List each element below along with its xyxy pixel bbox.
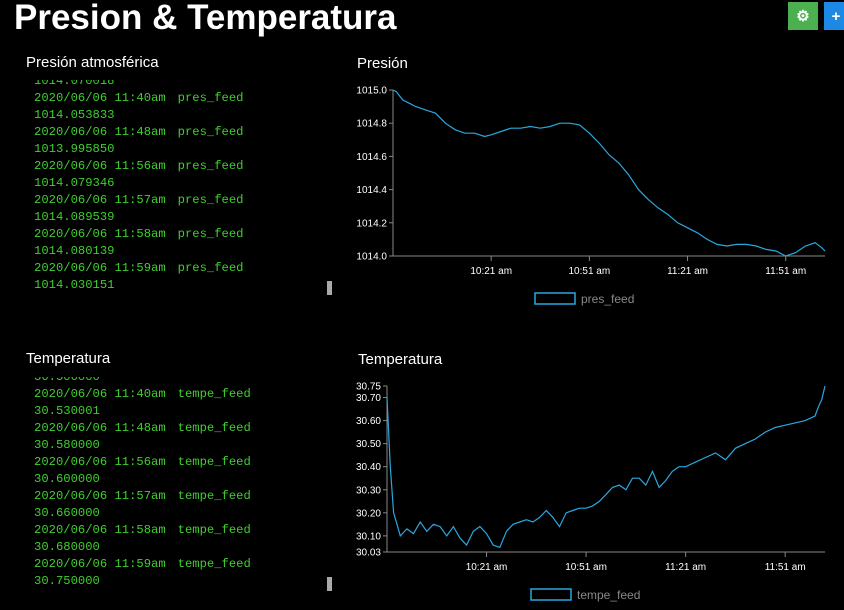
stream-entry-header: 2020/06/06 11:56am pres_feed bbox=[34, 158, 334, 175]
entry-timestamp: 2020/06/06 11:57am bbox=[34, 193, 166, 207]
entry-value: 30.680000 bbox=[34, 540, 100, 554]
entry-feed-name: pres_feed bbox=[177, 193, 244, 207]
entry-value: 1014.089539 bbox=[34, 210, 115, 224]
legend-swatch bbox=[534, 292, 576, 305]
y-tick-label: 30.03 bbox=[356, 548, 381, 559]
stream-entry-header: 2020/06/06 11:59am tempe_feed bbox=[34, 556, 334, 573]
entry-value: 1014.053833 bbox=[34, 108, 115, 122]
stream-entry-header: 2020/06/06 11:40am tempe_feed bbox=[34, 386, 334, 403]
entry-feed-name: tempe_feed bbox=[177, 455, 251, 469]
y-tick-label: 30.60 bbox=[356, 416, 381, 427]
entry-feed-name: pres_feed bbox=[177, 125, 244, 139]
stream-entry-header: 2020/06/06 11:59am pres_feed bbox=[34, 260, 334, 277]
entry-feed-name: pres_feed bbox=[177, 261, 244, 275]
add-block-button[interactable]: + bbox=[824, 2, 844, 30]
x-tick-label: 10:51 am bbox=[565, 562, 607, 573]
entry-timestamp: 2020/06/06 11:58am bbox=[34, 227, 166, 241]
x-tick-label: 10:51 am bbox=[569, 266, 611, 277]
temperature-stream-scrollbar[interactable] bbox=[327, 577, 332, 591]
plus-icon: + bbox=[831, 7, 841, 25]
stream-entry-header: 2020/06/06 11:57am pres_feed bbox=[34, 192, 334, 209]
entry-value: 1014.030151 bbox=[34, 278, 115, 292]
stream-entry-header: 2020/06/06 11:40am pres_feed bbox=[34, 90, 334, 107]
pressure-chart-title: Presión bbox=[357, 55, 408, 72]
y-tick-label: 30.30 bbox=[356, 485, 381, 496]
settings-button[interactable]: ⚙ bbox=[788, 2, 818, 30]
stream-cut-value: 30.500000 bbox=[34, 377, 100, 384]
stream-cut-value: 1014.070018 bbox=[34, 80, 115, 88]
stream-entry-header: 2020/06/06 11:56am tempe_feed bbox=[34, 454, 334, 471]
temperature-stream-log[interactable]: 30.500000 2020/06/06 11:40am tempe_feed 30… bbox=[34, 377, 334, 590]
entry-timestamp: 2020/06/06 11:48am bbox=[34, 421, 166, 435]
y-tick-label: 30.40 bbox=[356, 462, 381, 473]
entry-feed-name: tempe_feed bbox=[177, 421, 251, 435]
y-tick-label: 1014.0 bbox=[356, 252, 387, 263]
entry-value: 1014.080139 bbox=[34, 244, 115, 258]
legend-label: tempe_feed bbox=[577, 588, 640, 602]
x-tick-label: 10:21 am bbox=[470, 266, 512, 277]
series-line-tempe_feed bbox=[386, 385, 826, 549]
entry-value: 30.660000 bbox=[34, 506, 100, 520]
y-tick-label: 1014.6 bbox=[356, 152, 387, 163]
y-tick-label: 1015.0 bbox=[356, 86, 387, 97]
entry-feed-name: tempe_feed bbox=[177, 557, 251, 571]
y-tick-label: 1014.8 bbox=[356, 119, 387, 130]
entry-timestamp: 2020/06/06 11:59am bbox=[34, 261, 166, 275]
series-line-pres_feed bbox=[392, 89, 826, 257]
entry-value: 30.600000 bbox=[34, 472, 100, 486]
y-tick-label: 1014.2 bbox=[356, 218, 387, 229]
entry-value: 30.750000 bbox=[34, 574, 100, 588]
entry-timestamp: 2020/06/06 11:48am bbox=[34, 125, 166, 139]
pressure-stream-log[interactable]: 1014.070018 2020/06/06 11:40am pres_feed 1… bbox=[34, 80, 334, 294]
entry-value: 30.530001 bbox=[34, 404, 100, 418]
x-tick-label: 11:21 am bbox=[667, 266, 708, 277]
temperature-stream-title: Temperatura bbox=[26, 350, 111, 367]
entry-timestamp: 2020/06/06 11:40am bbox=[34, 387, 166, 401]
entry-feed-name: tempe_feed bbox=[177, 523, 251, 537]
entry-feed-name: pres_feed bbox=[177, 159, 244, 173]
entry-timestamp: 2020/06/06 11:56am bbox=[34, 159, 166, 173]
y-tick-label: 30.75 bbox=[356, 382, 381, 393]
entry-value: 1013.995850 bbox=[34, 142, 115, 156]
stream-entry-header: 2020/06/06 11:48am tempe_feed bbox=[34, 420, 334, 437]
entry-feed-name: pres_feed bbox=[177, 227, 244, 241]
y-tick-label: 30.20 bbox=[356, 508, 381, 519]
entry-feed-name: tempe_feed bbox=[177, 387, 251, 401]
entry-value: 30.580000 bbox=[34, 438, 100, 452]
x-tick-label: 11:21 am bbox=[665, 562, 706, 573]
x-tick-label: 10:21 am bbox=[466, 562, 508, 573]
stream-entry-header: 2020/06/06 11:48am pres_feed bbox=[34, 124, 334, 141]
dashboard-title: Presion & Temperatura bbox=[14, 0, 397, 37]
y-tick-label: 30.10 bbox=[356, 531, 381, 542]
temperature-chart: 30.03 30.10 30.20 30.30 30.40 30.50 30.60 30.70… bbox=[356, 382, 826, 602]
entry-value: 1014.079346 bbox=[34, 176, 115, 190]
entry-timestamp: 2020/06/06 11:58am bbox=[34, 523, 166, 537]
pressure-chart: 1014.0 1014.2 1014.4 1014.6 1014.8 1015.0 10:2… bbox=[356, 86, 826, 306]
temperature-chart-title: Temperatura bbox=[358, 351, 443, 368]
y-tick-label: 1014.4 bbox=[356, 185, 387, 196]
entry-timestamp: 2020/06/06 11:56am bbox=[34, 455, 166, 469]
entry-timestamp: 2020/06/06 11:59am bbox=[34, 557, 166, 571]
stream-entry-header: 2020/06/06 11:57am tempe_feed bbox=[34, 488, 334, 505]
gear-icon: ⚙ bbox=[796, 8, 810, 25]
stream-entry-header: 2020/06/06 11:58am tempe_feed bbox=[34, 522, 334, 539]
entry-feed-name: tempe_feed bbox=[177, 489, 251, 503]
y-tick-label: 30.70 bbox=[356, 393, 381, 404]
pressure-stream-scrollbar[interactable] bbox=[327, 281, 332, 295]
stream-entry-header: 2020/06/06 11:58am pres_feed bbox=[34, 226, 334, 243]
y-tick-label: 30.50 bbox=[356, 439, 381, 450]
x-tick-label: 11:51 am bbox=[765, 562, 806, 573]
legend-label: pres_feed bbox=[581, 292, 634, 306]
entry-timestamp: 2020/06/06 11:40am bbox=[34, 91, 166, 105]
entry-timestamp: 2020/06/06 11:57am bbox=[34, 489, 166, 503]
legend-swatch bbox=[530, 588, 572, 601]
entry-feed-name: pres_feed bbox=[177, 91, 244, 105]
pressure-stream-title: Presión atmosférica bbox=[26, 54, 159, 71]
x-tick-label: 11:51 am bbox=[765, 266, 806, 277]
